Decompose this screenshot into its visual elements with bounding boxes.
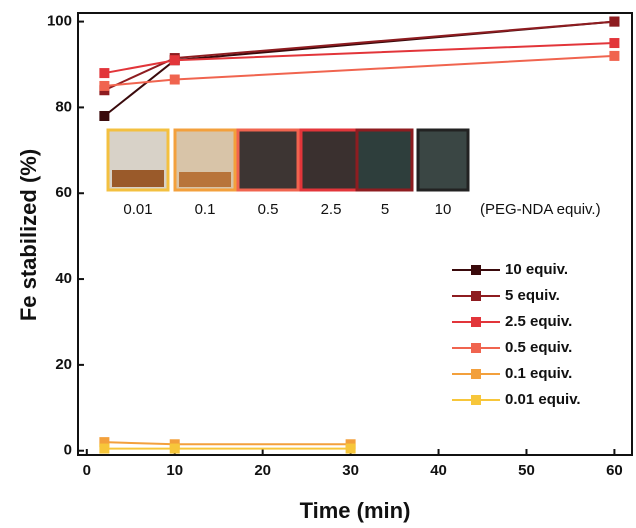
- inset-label: 5: [381, 201, 389, 218]
- marker: [99, 443, 110, 454]
- vial-sediment: [179, 172, 231, 187]
- legend-label: 0.1 equiv.: [505, 365, 572, 382]
- x-tick-label: 40: [430, 462, 447, 479]
- inset-label: 2.5: [321, 201, 342, 218]
- legend-label: 5 equiv.: [505, 287, 560, 304]
- legend-marker: [471, 291, 481, 301]
- marker: [99, 110, 110, 121]
- vial-sediment: [112, 170, 164, 187]
- legend-marker: [471, 343, 481, 353]
- plot-frame: [77, 12, 633, 456]
- series-line: [104, 441, 351, 446]
- marker: [609, 38, 620, 49]
- inset-note: (PEG-NDA equiv.): [480, 201, 601, 218]
- marker: [99, 68, 110, 79]
- inset-label: 0.01: [123, 201, 152, 218]
- legend-label: 0.01 equiv.: [505, 391, 581, 408]
- legend-marker: [471, 369, 481, 379]
- marker: [609, 50, 620, 61]
- inset: [106, 128, 470, 192]
- marker: [609, 16, 620, 27]
- y-tick-label: 0: [64, 442, 72, 459]
- inset-label: 0.1: [195, 201, 216, 218]
- x-tick-label: 20: [254, 462, 271, 479]
- y-tick-label: 100: [47, 13, 72, 30]
- y-tick-label: 60: [55, 184, 72, 201]
- inset-label: 10: [435, 201, 452, 218]
- legend-label: 10 equiv.: [505, 261, 568, 278]
- legend-marker: [471, 395, 481, 405]
- x-tick-label: 10: [166, 462, 183, 479]
- marker: [169, 443, 180, 454]
- legend-marker: [471, 265, 481, 275]
- x-tick-label: 60: [606, 462, 623, 479]
- marker: [345, 443, 356, 454]
- y-tick-label: 80: [55, 98, 72, 115]
- vial: [355, 128, 414, 192]
- marker: [99, 437, 110, 448]
- vial: [416, 128, 470, 192]
- legend-marker: [471, 317, 481, 327]
- y-tick-label: 20: [55, 356, 72, 373]
- marker: [169, 55, 180, 66]
- legend-label: 2.5 equiv.: [505, 313, 572, 330]
- vial: [299, 128, 363, 192]
- y-axis-title: Fe stabilized (%): [16, 149, 41, 321]
- marker: [99, 80, 110, 91]
- x-axis-title: Time (min): [300, 498, 411, 523]
- y-tick-label: 40: [55, 270, 72, 287]
- x-tick-label: 50: [518, 462, 535, 479]
- inset-label: 0.5: [258, 201, 279, 218]
- legend-label: 0.5 equiv.: [505, 339, 572, 356]
- x-tick-label: 30: [342, 462, 359, 479]
- vial: [236, 128, 300, 192]
- marker: [169, 74, 180, 85]
- x-tick-label: 0: [83, 462, 91, 479]
